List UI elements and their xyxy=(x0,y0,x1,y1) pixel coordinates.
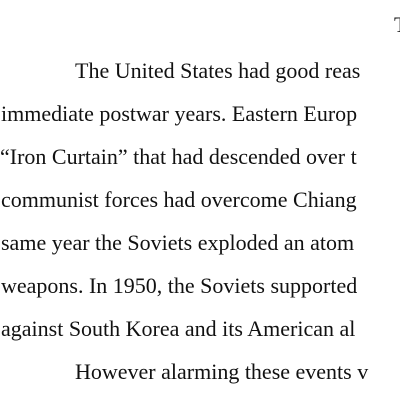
paragraph-1-line-7: against South Korea and its American al xyxy=(1,316,356,341)
paragraph-1-line-5: same year the Soviets exploded an atom xyxy=(1,230,355,255)
heading-fragment: T xyxy=(394,12,400,38)
paragraph-1-line-6: weapons. In 1950, the Soviets supported xyxy=(1,273,358,298)
paragraph-1-line-2: immediate postwar years. Eastern Europ xyxy=(1,101,358,126)
paragraph-1-line-4: communist forces had overcome Chiang xyxy=(1,187,357,212)
paragraph-1-line-3: “Iron Curtain” that had descended over t xyxy=(0,144,357,169)
paragraph-1-line-1: The United States had good reas xyxy=(75,58,361,83)
paragraph-2-line-1: However alarming these events v xyxy=(75,359,369,384)
